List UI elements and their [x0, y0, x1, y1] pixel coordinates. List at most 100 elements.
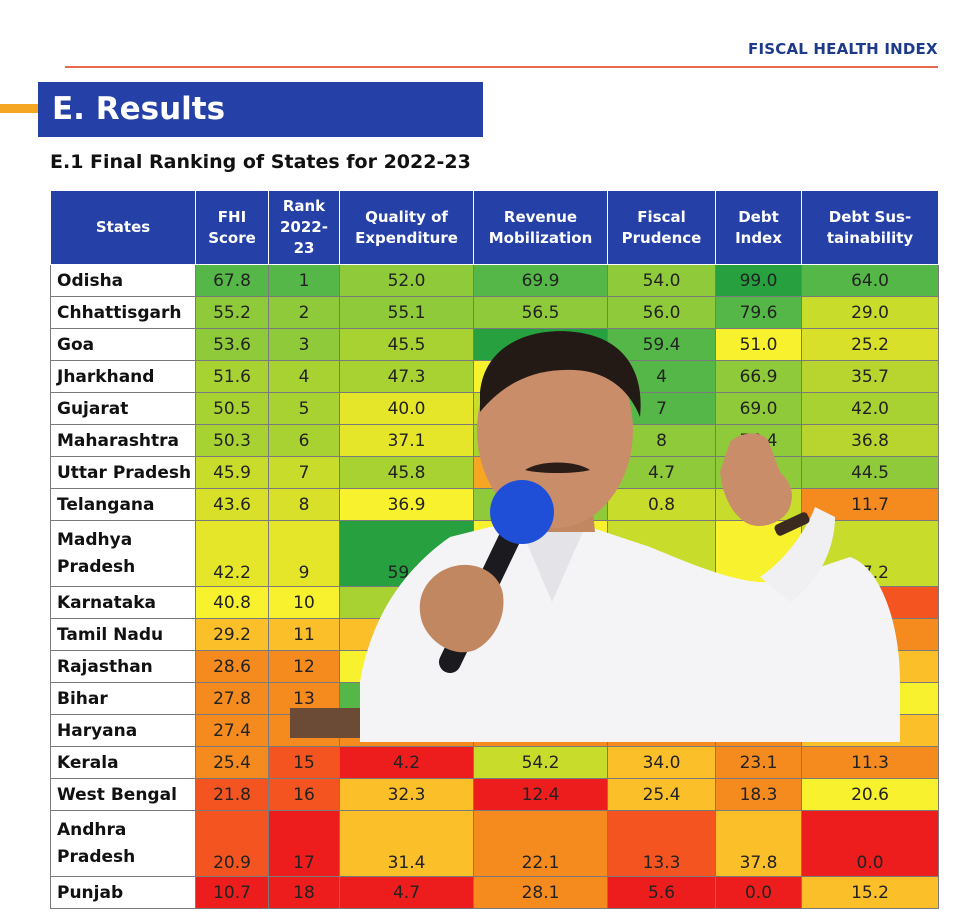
cell-debt-sustainability: 35.7 [801, 360, 939, 393]
cell-quality-of-expenditure: 37.1 [339, 424, 474, 457]
cell-fhi-score: 25.4 [195, 746, 269, 779]
cell-fhi-score: 29.2 [195, 618, 269, 651]
cell-revenue-mobilization: 28.1 [473, 876, 608, 909]
state-name: Bihar [50, 682, 196, 715]
cell-revenue-mobilization: 12.4 [473, 778, 608, 811]
cell-fiscal-prudence: 54.0 [607, 264, 716, 297]
raised-hand [720, 433, 792, 527]
cell-debt-index: 18.3 [715, 778, 802, 811]
table-row: Odisha 67.8 1 52.0 69.9 54.0 99.0 64.0 [50, 264, 939, 297]
speaker-photo [290, 331, 900, 742]
cell-fiscal-prudence: 56.0 [607, 296, 716, 329]
column-header-rank: Rank 2022-23 [268, 190, 340, 265]
cell-fiscal-prudence: 0.8 [607, 488, 716, 521]
cell-debt-sustainability: 20.6 [801, 778, 939, 811]
column-header-states: States [50, 190, 196, 265]
cell-rank: 17 [268, 810, 340, 877]
cell-revenue-mobilization: 54.2 [473, 746, 608, 779]
cell-fhi-score: 43.6 [195, 488, 269, 521]
cell-debt-sustainability: 29.0 [801, 296, 939, 329]
cell-fhi-score: 50.3 [195, 424, 269, 457]
state-name: Odisha [50, 264, 196, 297]
cell-rank: 12 [268, 650, 340, 683]
cell-revenue-mobilization: 56.5 [473, 296, 608, 329]
state-name: Karnataka [50, 586, 196, 619]
state-name: Jharkhand [50, 360, 196, 393]
wristwatch [774, 512, 810, 536]
table-header-row: States FHI Score Rank 2022-23 Quality of Ex… [50, 190, 939, 265]
mustache [525, 462, 590, 473]
cell-debt-index: 79.6 [715, 296, 802, 329]
table-row: West Bengal 21.8 16 32.3 12.4 25.4 18.3 20.6 [50, 778, 939, 811]
table-row: Andhra Pradesh 20.9 17 31.4 22.1 13.3 37.8 0.0 [50, 810, 939, 877]
cell-debt-index: 51.0 [715, 328, 802, 361]
cell-quality-of-expenditure: 47.3 [339, 360, 474, 393]
cell-quality-of-expenditure: 45.8 [339, 456, 474, 489]
cell-debt-sustainability: 64.0 [801, 264, 939, 297]
cell-fiscal-prudence: 5.6 [607, 876, 716, 909]
cell-fhi-score: 27.4 [195, 714, 269, 747]
state-name: Goa [50, 328, 196, 361]
cell-debt-index: 23.1 [715, 746, 802, 779]
section-accent-bar [0, 104, 38, 113]
cell-fhi-score: 42.2 [195, 520, 269, 587]
cell-debt-sustainability: 44.5 [801, 456, 939, 489]
state-name: Chhattisgarh [50, 296, 196, 329]
cell-quality-of-expenditure: 31.4 [339, 810, 474, 877]
ranking-table: States FHI Score Rank 2022-23 Quality of Ex… [50, 190, 939, 909]
state-name: Rajasthan [50, 650, 196, 683]
cell-quality-of-expenditure: 32.3 [339, 778, 474, 811]
table-row: Uttar Pradesh 45.9 7 45.8 4.7 44.5 [50, 456, 939, 489]
cell-rank: 18 [268, 876, 340, 909]
cell-fiscal-prudence: 59.4 [607, 328, 716, 361]
state-name: Andhra Pradesh [50, 810, 196, 877]
cell-rank: 1 [268, 264, 340, 297]
section-banner: E. Results [38, 82, 483, 137]
hair [480, 331, 641, 417]
column-header-quality-of-expenditure: Quality of Expenditure [339, 190, 474, 265]
column-header-fhi-score: FHI Score [195, 190, 269, 265]
cell-fhi-score: 50.5 [195, 392, 269, 425]
state-name: Madhya Pradesh [50, 520, 196, 587]
cell-quality-of-expenditure: 4.7 [339, 876, 474, 909]
cell-debt-sustainability: 0.0 [801, 810, 939, 877]
column-header-debt-sustainability: Debt Sus-tainability [801, 190, 939, 265]
state-name: Uttar Pradesh [50, 456, 196, 489]
cell-debt-index: 66.9 [715, 360, 802, 393]
state-name: Haryana [50, 714, 196, 747]
cell-fhi-score: 53.6 [195, 328, 269, 361]
cell-debt-index: 99.0 [715, 264, 802, 297]
cell-fhi-score: 55.2 [195, 296, 269, 329]
section-title: E. Results [52, 91, 226, 127]
cell-rank: 9 [268, 520, 340, 587]
cell-fiscal-prudence: 34.0 [607, 746, 716, 779]
cell-rank: 16 [268, 778, 340, 811]
cell-fhi-score: 20.9 [195, 810, 269, 877]
cell-debt-sustainability: 42.0 [801, 392, 939, 425]
table-caption: E.1 Final Ranking of States for 2022-23 [50, 151, 471, 173]
cell-fhi-score: 40.8 [195, 586, 269, 619]
raised-arm [760, 507, 835, 602]
cell-quality-of-expenditure: 36.9 [339, 488, 474, 521]
cell-debt-sustainability: 25.2 [801, 328, 939, 361]
column-header-debt-index: Debt Index [715, 190, 802, 265]
cell-fhi-score: 51.6 [195, 360, 269, 393]
cell-fhi-score: 27.8 [195, 682, 269, 715]
cell-fhi-score: 21.8 [195, 778, 269, 811]
cell-revenue-mobilization: 22.1 [473, 810, 608, 877]
cell-fhi-score: 45.9 [195, 456, 269, 489]
cell-revenue-mobilization: 69.9 [473, 264, 608, 297]
cell-debt-index: 69.0 [715, 392, 802, 425]
state-name: Telangana [50, 488, 196, 521]
cell-rank: 6 [268, 424, 340, 457]
cell-quality-of-expenditure: 4.2 [339, 746, 474, 779]
column-header-fiscal-prudence: Fiscal Prudence [607, 190, 716, 265]
holding-hand [419, 564, 504, 653]
publication-brand: FISCAL HEALTH INDEX [748, 40, 938, 58]
cell-fiscal-prudence: 25.4 [607, 778, 716, 811]
cell-debt-sustainability: 15.2 [801, 876, 939, 909]
cell-rank: 15 [268, 746, 340, 779]
state-name: Maharashtra [50, 424, 196, 457]
state-name: West Bengal [50, 778, 196, 811]
